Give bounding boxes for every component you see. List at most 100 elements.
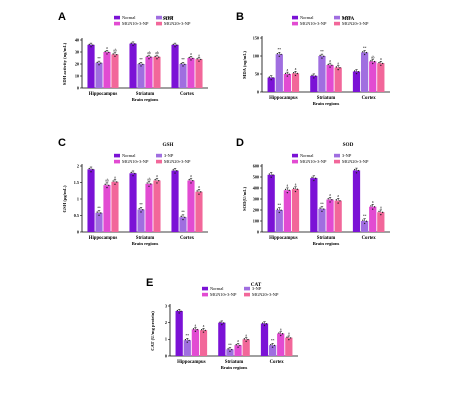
data-point <box>270 176 272 178</box>
data-point <box>148 185 150 187</box>
y-axis-label: MDA (ng/mL) <box>242 51 247 79</box>
data-point <box>200 58 202 61</box>
data-point <box>204 329 207 332</box>
significance-mark: ** <box>271 339 275 343</box>
legend-swatch <box>244 292 250 297</box>
data-point <box>158 56 160 58</box>
data-point <box>261 322 264 324</box>
data-point <box>373 60 376 63</box>
data-point <box>176 44 178 46</box>
data-point <box>221 323 223 326</box>
legend-swatch <box>114 153 120 158</box>
data-point <box>184 216 186 218</box>
significance-mark: a <box>198 185 200 189</box>
legend-label: MGN20+3-NP <box>252 292 279 297</box>
legend-swatch <box>334 21 340 26</box>
legend-label: Normal <box>122 15 136 20</box>
bar-e-0-3 <box>199 330 208 356</box>
data-point <box>372 62 374 65</box>
y-axis-label: SDH activity (ng/mL) <box>62 42 67 85</box>
x-tick-label: Hippocampus <box>89 92 118 97</box>
legend: Normal 3-NP MGN10+3-NP MGN20+3-NP <box>114 15 191 26</box>
legend-swatch <box>156 153 162 158</box>
bar-e-2-3 <box>285 337 293 356</box>
data-point <box>92 168 94 171</box>
data-point <box>194 330 197 333</box>
y-tick-label: 400 <box>253 185 259 190</box>
data-point <box>176 309 179 312</box>
significance-mark: ** <box>320 202 324 206</box>
data-point <box>337 68 339 71</box>
significance-mark: ** <box>97 57 101 61</box>
legend-swatch <box>202 286 208 291</box>
data-point <box>178 312 180 314</box>
bar-a-0-0 <box>87 44 95 88</box>
data-point <box>335 66 338 68</box>
bar-d-1-1 <box>318 208 326 232</box>
x-axis-label: Brain regions <box>132 241 159 246</box>
data-point <box>329 66 331 68</box>
bar-c-1-3 <box>153 180 161 232</box>
legend: Normal 3-NP MGN10+3-NP MGN20+3-NP <box>114 153 191 164</box>
data-point <box>182 218 184 221</box>
significance-mark: a <box>372 200 374 204</box>
y-tick-label: 3 <box>165 303 167 308</box>
legend-swatch <box>334 159 340 164</box>
data-point <box>134 172 136 175</box>
data-point <box>284 188 287 191</box>
y-tick-label: 0 <box>165 353 167 358</box>
data-point <box>154 179 156 181</box>
significance-mark: ** <box>363 46 367 50</box>
data-point <box>357 169 360 172</box>
significance-mark: a <box>245 333 247 337</box>
data-point <box>142 208 144 211</box>
bar-d-1-2 <box>326 199 334 232</box>
bar-b-2-3 <box>377 63 385 92</box>
x-tick-label: Cortex <box>270 360 285 365</box>
data-point <box>108 184 110 186</box>
data-point <box>280 209 282 211</box>
y-tick-label: 20 <box>75 61 79 66</box>
significance-mark: a <box>203 324 205 328</box>
x-tick-label: Striatum <box>136 236 154 241</box>
data-point <box>180 310 182 312</box>
data-point <box>112 180 114 182</box>
data-point <box>190 182 192 184</box>
legend-swatch <box>114 15 120 20</box>
data-point <box>98 64 100 66</box>
data-point <box>146 182 148 184</box>
bar-a-1-3 <box>153 56 161 88</box>
data-point <box>265 323 268 325</box>
data-point <box>276 52 279 55</box>
data-point <box>174 172 176 174</box>
bar-b-2-0 <box>352 71 361 92</box>
bar-c-2-1 <box>179 217 187 232</box>
data-point <box>314 177 317 179</box>
y-tick-label: 500 <box>253 174 259 179</box>
bar-b-0-0 <box>267 77 275 92</box>
data-point <box>321 57 323 59</box>
data-point <box>190 59 192 61</box>
y-axis-label: GSH (μg/mL) <box>62 185 67 212</box>
data-point <box>270 344 272 346</box>
data-point <box>313 77 315 79</box>
x-tick-label: Cortex <box>362 236 377 241</box>
chart-panel-b: B MDA 0 50 100 150 MDA (ng/mL) Normal 3-NP MGN10+… <box>236 11 390 106</box>
data-point <box>355 72 358 75</box>
bar-d-2-2 <box>369 206 377 232</box>
data-point <box>142 63 144 65</box>
significance-mark: a <box>287 184 289 188</box>
bar-b-1-2 <box>326 65 334 92</box>
data-point <box>229 350 231 353</box>
data-point <box>284 72 287 75</box>
data-point <box>176 170 178 172</box>
x-tick-label: Striatum <box>136 92 154 97</box>
significance-mark: a <box>329 193 331 197</box>
legend-label: MGN10+3-NP <box>300 159 327 164</box>
x-tick-label: Hippocampus <box>89 236 118 241</box>
data-point <box>365 51 368 54</box>
significance-mark: a <box>114 175 116 179</box>
bar-e-0-1 <box>183 340 191 356</box>
legend: Normal 3-NP MGN10+3-NP MGN20+3-NP <box>292 15 369 26</box>
bar-c-2-2 <box>187 180 195 232</box>
